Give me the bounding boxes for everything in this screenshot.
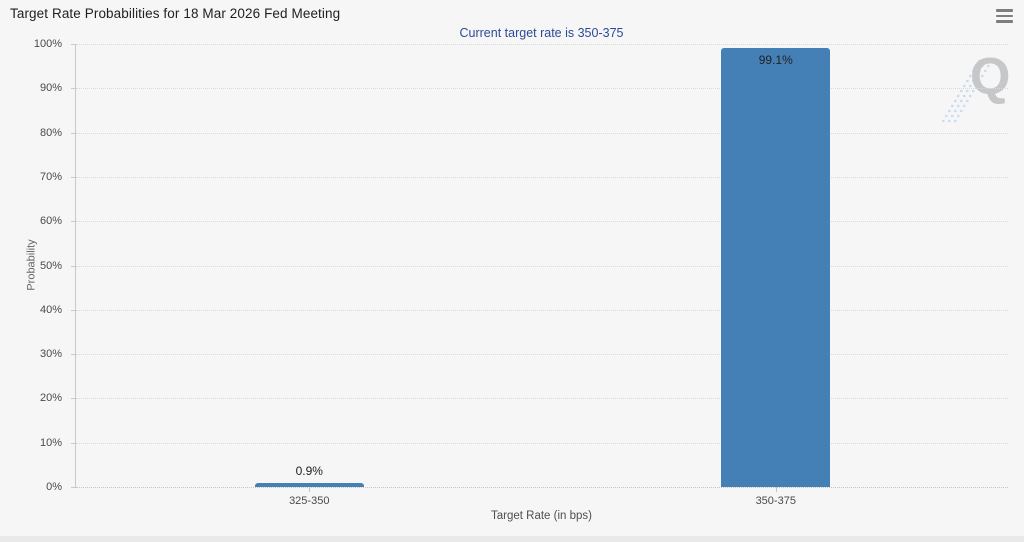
y-tick-label: 10% [39,436,62,449]
gridline [76,88,1008,90]
menu-button[interactable] [993,8,1013,24]
gridline [76,44,1008,45]
x-tick-mark [309,487,311,492]
bar-350-375[interactable] [721,48,831,487]
y-tick-mark [71,132,76,134]
y-tick-mark [71,398,76,400]
gridline [76,176,1008,178]
bar-value-label: 99.1% [758,52,793,67]
y-tick-label: 40% [39,303,62,316]
y-tick-label: 50% [39,259,62,272]
y-tick-mark [71,44,76,45]
gridline [76,309,1008,311]
chart-title: Target Rate Probabilities for 18 Mar 202… [10,6,341,21]
plot-area: 0.9% 325-350 99.1% 350-375 [71,44,1008,507]
y-tick-label: 20% [39,392,62,405]
bar-325-350[interactable] [254,483,364,487]
hamburger-icon [996,20,1013,23]
y-tick-label: 60% [39,215,62,228]
gridline [76,221,1008,223]
y-tick-mark [71,265,76,267]
bar-value-label: 0.9% [295,464,323,478]
y-tick-label: 70% [39,170,62,183]
y-tick-mark [71,309,76,311]
y-tick-label: 0% [46,481,62,493]
gridline [76,487,1008,488]
gridline [76,354,1008,356]
gridline [76,132,1008,134]
x-tick-label: 350-375 [755,495,796,507]
y-tick-mark [71,442,76,444]
y-tick-mark [71,487,76,488]
x-axis-title: Target Rate (in bps) [491,510,592,522]
chart-subtitle: Current target rate is 350-375 [459,26,624,40]
x-tick-label: 325-350 [289,495,330,507]
y-axis-tick-labels: 0% 10% 20% 30% 40% 50% 60% 70% 80% 90% 100% [0,38,70,493]
y-tick-mark [71,176,76,178]
panel-bottom-edge [0,536,1024,542]
y-tick-label: 90% [39,82,62,95]
y-tick-label: 100% [33,38,62,50]
x-tick-mark [775,487,777,492]
hamburger-icon [996,14,1013,18]
y-tick-mark [71,221,76,223]
hamburger-icon [996,9,1013,12]
gridline [76,442,1008,444]
y-tick-mark [71,88,76,90]
gridline [76,398,1008,400]
gridline [76,265,1008,267]
y-tick-label: 80% [39,126,62,139]
y-tick-mark [71,354,76,356]
y-tick-label: 30% [39,348,62,361]
